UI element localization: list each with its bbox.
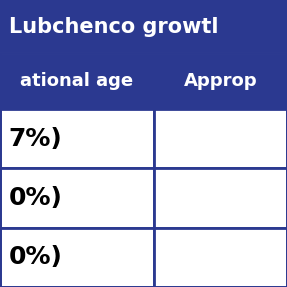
Text: 7%): 7%) bbox=[9, 127, 62, 151]
Text: 0%): 0%) bbox=[9, 186, 63, 210]
Bar bbox=[0, 109, 154, 168]
Text: Lubchenco growtl: Lubchenco growtl bbox=[9, 17, 218, 36]
Bar bbox=[154, 228, 287, 287]
Bar bbox=[154, 53, 287, 109]
Bar bbox=[154, 109, 287, 168]
Bar bbox=[0, 168, 154, 228]
Bar bbox=[0, 53, 287, 287]
Bar bbox=[0, 0, 287, 53]
Text: Approp: Approp bbox=[183, 72, 257, 90]
Text: 0%): 0%) bbox=[9, 245, 63, 269]
Bar bbox=[154, 168, 287, 228]
Bar bbox=[0, 53, 154, 109]
Bar bbox=[0, 228, 154, 287]
Text: ational age: ational age bbox=[20, 72, 133, 90]
